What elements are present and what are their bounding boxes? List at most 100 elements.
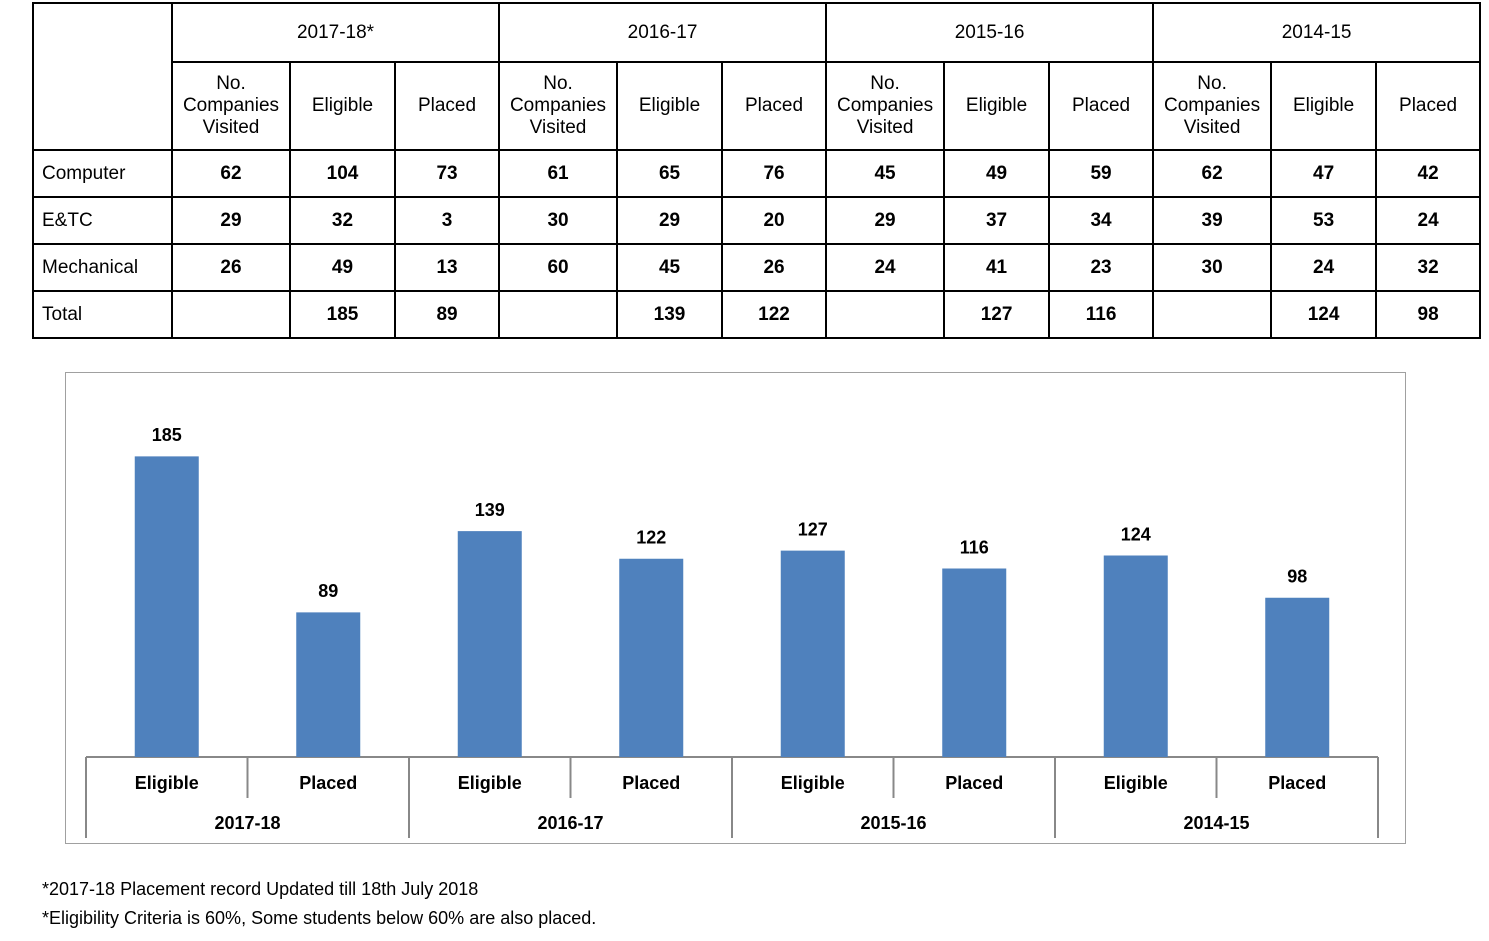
- category-label: Eligible: [1104, 773, 1168, 793]
- cell: 26: [171, 243, 291, 292]
- cell: 41: [943, 243, 1051, 292]
- cell: 32: [289, 196, 396, 245]
- group-label: 2016-17: [537, 813, 603, 833]
- sub-header: No. Companies Visited: [1152, 61, 1273, 151]
- cell: 29: [825, 196, 946, 245]
- category-label: Placed: [622, 773, 680, 793]
- category-label: Eligible: [781, 773, 845, 793]
- bar: [457, 531, 522, 757]
- placement-table: 2017-18* 2016-17 2015-16 2014-15 No. Compani…: [32, 2, 1482, 339]
- bar: [619, 558, 684, 757]
- cell: 29: [171, 196, 291, 245]
- row-label: Mechanical: [32, 243, 173, 292]
- cell: 49: [289, 243, 396, 292]
- cell: 30: [1152, 243, 1273, 292]
- chart-frame: [65, 372, 1406, 844]
- data-label: 139: [475, 500, 505, 520]
- cell: 34: [1048, 196, 1155, 245]
- cell: 76: [721, 149, 828, 198]
- cell: 32: [1375, 243, 1482, 292]
- year-header: 2015-16: [825, 2, 1155, 63]
- cell: 37: [943, 196, 1051, 245]
- cell: 139: [616, 290, 724, 339]
- sub-header: Placed: [1048, 61, 1155, 151]
- data-label: 185: [152, 425, 182, 445]
- group-label: 2017-18: [214, 813, 280, 833]
- sub-header: Eligible: [1270, 61, 1378, 151]
- cell: 62: [171, 149, 291, 198]
- data-label: 122: [636, 528, 666, 548]
- cell: 60: [498, 243, 619, 292]
- category-label: Eligible: [135, 773, 199, 793]
- cell: 39: [1152, 196, 1273, 245]
- data-label: 116: [960, 537, 989, 557]
- cell: 49: [943, 149, 1051, 198]
- sub-header: Eligible: [289, 61, 396, 151]
- cell: [1152, 290, 1273, 339]
- cell: 24: [1375, 196, 1482, 245]
- sub-header: No. Companies Visited: [171, 61, 291, 151]
- year-header: 2016-17: [498, 2, 828, 63]
- data-label: 124: [1121, 524, 1151, 544]
- cell: 26: [721, 243, 828, 292]
- cell: 45: [616, 243, 724, 292]
- sub-header: No. Companies Visited: [498, 61, 619, 151]
- cell: 98: [1375, 290, 1482, 339]
- cell: 24: [1270, 243, 1378, 292]
- cell: 185: [289, 290, 396, 339]
- cell: 116: [1048, 290, 1155, 339]
- cell: 42: [1375, 149, 1482, 198]
- category-label: Placed: [945, 773, 1003, 793]
- cell: 104: [289, 149, 396, 198]
- bar: [1265, 597, 1330, 757]
- category-label: Placed: [1268, 773, 1326, 793]
- group-label: 2015-16: [860, 813, 926, 833]
- cell: 62: [1152, 149, 1273, 198]
- cell: 127: [943, 290, 1051, 339]
- sub-header: Eligible: [616, 61, 724, 151]
- cell: 23: [1048, 243, 1155, 292]
- bar: [942, 568, 1007, 757]
- bar: [780, 550, 845, 757]
- row-label: Computer: [32, 149, 173, 198]
- data-label: 127: [798, 519, 828, 539]
- corner-cell: [32, 2, 173, 151]
- bar: [134, 456, 199, 757]
- sub-header: Placed: [1375, 61, 1482, 151]
- bar: [296, 612, 361, 757]
- cell: 73: [393, 149, 501, 198]
- cell: 29: [616, 196, 724, 245]
- cell: 53: [1270, 196, 1378, 245]
- cell: 3: [393, 196, 501, 245]
- cell: 61: [498, 149, 619, 198]
- category-label: Eligible: [458, 773, 522, 793]
- cell: 45: [825, 149, 946, 198]
- cell: 47: [1270, 149, 1378, 198]
- category-label: Placed: [299, 773, 357, 793]
- cell: 124: [1270, 290, 1378, 339]
- cell: 13: [393, 243, 501, 292]
- cell: 89: [393, 290, 501, 339]
- row-label: Total: [32, 290, 173, 339]
- group-label: 2014-15: [1183, 813, 1249, 833]
- year-header: 2017-18*: [170, 2, 501, 63]
- sub-header: Eligible: [943, 61, 1051, 151]
- data-label: 98: [1287, 567, 1307, 587]
- cell: 24: [825, 243, 946, 292]
- cell: 122: [721, 290, 828, 339]
- note: *Eligibility Criteria is 60%, Some stude…: [42, 908, 596, 928]
- bar: [1103, 555, 1168, 757]
- note: *2017-18 Placement record Updated till 1…: [42, 879, 478, 899]
- year-header: 2014-15: [1152, 2, 1482, 63]
- cell: [498, 290, 619, 339]
- row-label: E&TC: [32, 196, 173, 245]
- sub-header: Placed: [721, 61, 828, 151]
- data-label: 89: [318, 581, 338, 601]
- cell: 65: [616, 149, 724, 198]
- cell: [825, 290, 946, 339]
- cell: [171, 290, 291, 339]
- cell: 20: [721, 196, 828, 245]
- sub-header: Placed: [393, 61, 501, 151]
